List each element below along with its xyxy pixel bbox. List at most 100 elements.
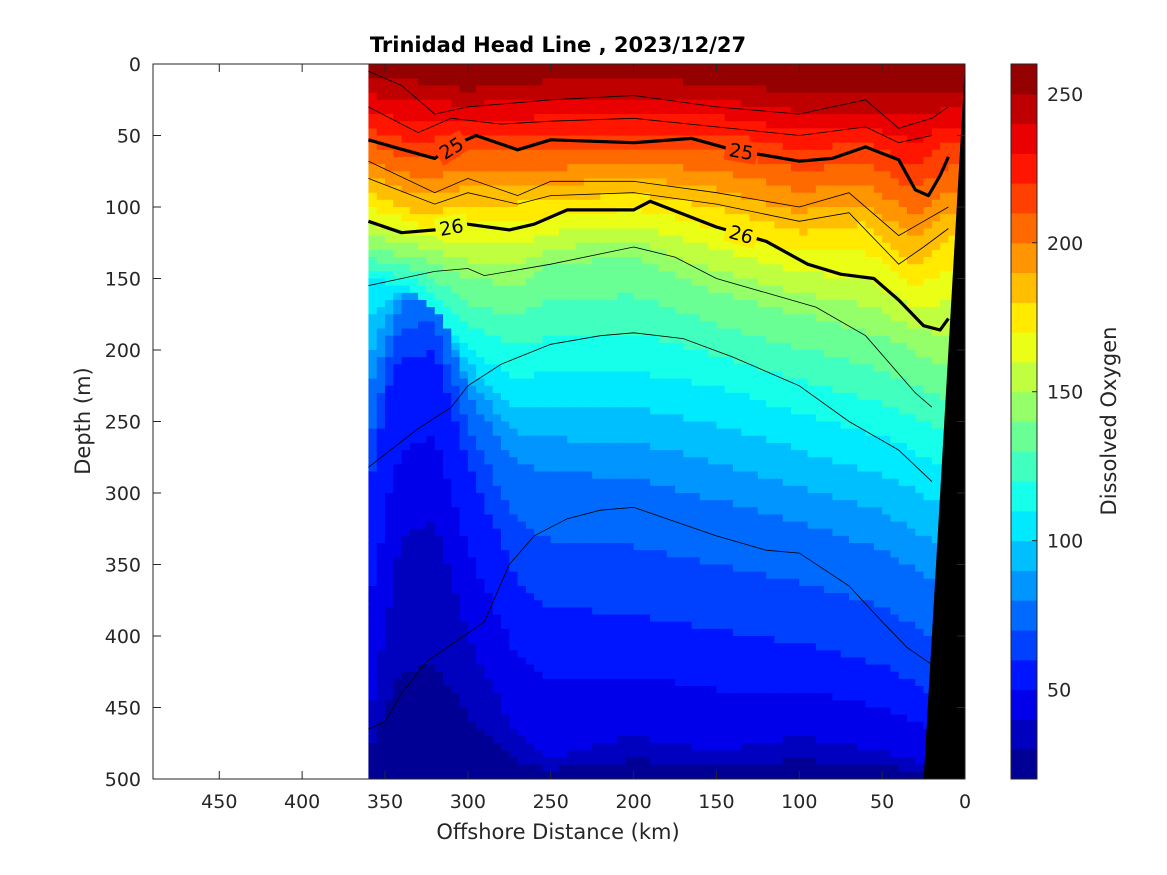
contour-cell	[625, 407, 635, 415]
contour-cell	[592, 578, 602, 587]
contour-cell	[509, 714, 519, 723]
contour-cell	[757, 71, 767, 79]
contour-cell	[443, 657, 452, 666]
contour-cell	[774, 364, 784, 373]
contour-cell	[550, 385, 560, 394]
contour-cell	[525, 500, 535, 508]
contour-cell	[641, 207, 651, 215]
contour-cell	[600, 121, 610, 129]
contour-cell	[699, 578, 709, 587]
contour-cell	[559, 671, 568, 680]
contour-cell	[434, 664, 444, 673]
contour-cell	[534, 292, 544, 301]
contour-cell	[534, 407, 544, 415]
contour-cell	[757, 114, 767, 122]
contour-cell	[385, 314, 394, 322]
contour-cell	[443, 335, 452, 344]
contour-cell	[426, 771, 436, 779]
contour-cell	[559, 435, 568, 444]
contour-cell	[393, 578, 403, 587]
contour-cell	[625, 221, 635, 230]
contour-cell	[559, 578, 568, 587]
contour-cell	[567, 457, 577, 465]
contour-cell	[393, 628, 403, 637]
contour-cell	[633, 771, 643, 779]
contour-cell	[376, 650, 386, 659]
contour-cell	[658, 721, 668, 730]
contour-cell	[633, 571, 643, 580]
contour-cell	[757, 78, 767, 87]
contour-cell	[733, 678, 742, 687]
contour-cell	[583, 628, 593, 637]
contour-cell	[641, 714, 651, 723]
contour-cell	[567, 650, 577, 659]
contour-cell	[401, 114, 411, 122]
contour-cell	[749, 743, 759, 751]
contour-cell	[484, 643, 494, 651]
contour-cell	[766, 500, 776, 508]
contour-cell	[492, 550, 502, 558]
contour-cell	[368, 235, 378, 244]
contour-cell	[492, 321, 502, 330]
contour-cell	[467, 99, 477, 108]
contour-cell	[542, 400, 552, 408]
contour-cell	[401, 636, 411, 644]
contour-cell	[708, 693, 718, 701]
contour-cell	[708, 357, 718, 365]
contour-cell	[749, 721, 759, 730]
contour-cell	[550, 78, 560, 87]
contour-cell	[534, 378, 544, 387]
contour-cell	[633, 442, 643, 451]
contour-cell	[724, 621, 734, 630]
contour-cell	[733, 664, 742, 673]
contour-cell	[617, 464, 626, 473]
contour-cell	[418, 249, 428, 258]
contour-cell	[525, 557, 535, 566]
contour-cell	[741, 714, 751, 723]
contour-cell	[675, 593, 684, 601]
contour-cell	[418, 736, 428, 744]
contour-cell	[766, 664, 776, 673]
contour-cell	[459, 678, 469, 687]
contour-cell	[641, 457, 651, 465]
contour-cell	[708, 299, 718, 308]
contour-cell	[741, 500, 751, 508]
contour-cell	[385, 264, 394, 272]
contour-cell	[517, 307, 527, 315]
contour-cell	[774, 135, 784, 144]
contour-cell	[525, 285, 535, 294]
contour-cell	[492, 171, 502, 179]
contour-cell	[459, 185, 469, 194]
contour-cell	[534, 342, 544, 351]
contour-cell	[492, 571, 502, 580]
contour-cell	[766, 285, 776, 294]
contour-cell	[467, 156, 477, 165]
contour-cell	[633, 378, 643, 387]
contour-cell	[467, 71, 477, 79]
contour-cell	[683, 192, 693, 201]
contour-cell	[600, 335, 610, 344]
contour-cell	[600, 185, 610, 194]
contour-cell	[409, 585, 419, 594]
contour-cell	[708, 249, 718, 258]
contour-cell	[600, 64, 610, 72]
contour-cell	[434, 485, 444, 494]
contour-cell	[699, 571, 709, 580]
contour-cell	[534, 743, 544, 751]
contour-cell	[658, 407, 668, 415]
contour-cell	[467, 235, 477, 244]
contour-cell	[724, 507, 734, 516]
contour-cell	[525, 664, 535, 673]
contour-cell	[376, 471, 386, 480]
contour-cell	[641, 78, 651, 87]
contour-cell	[592, 235, 602, 244]
contour-cell	[766, 207, 776, 215]
contour-cell	[459, 335, 469, 344]
contour-cell	[683, 249, 693, 258]
contour-cell	[484, 85, 494, 94]
contour-cell	[567, 385, 577, 394]
contour-cell	[617, 264, 626, 272]
contour-cell	[650, 314, 660, 322]
contour-cell	[476, 686, 486, 694]
contour-cell	[525, 636, 535, 644]
